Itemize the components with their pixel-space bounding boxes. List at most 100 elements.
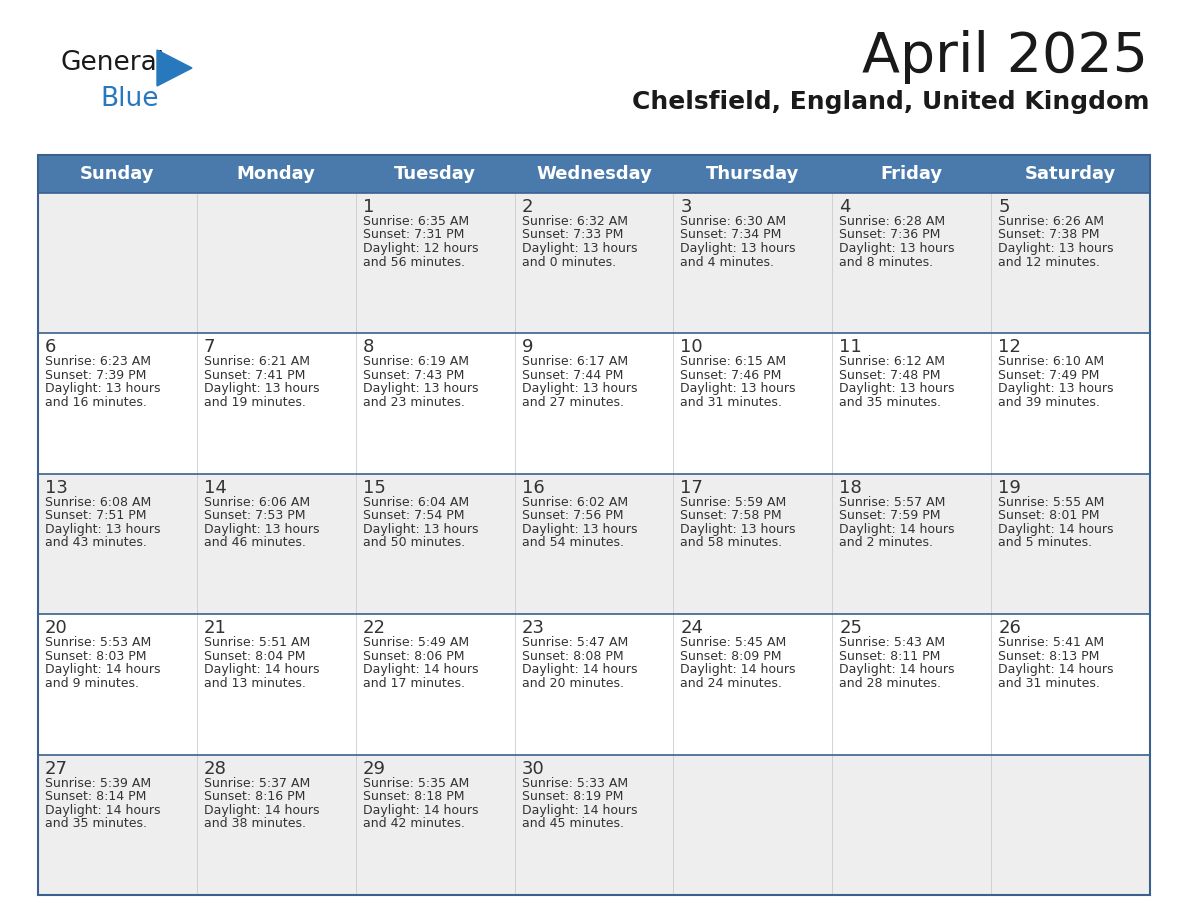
Text: Daylight: 13 hours: Daylight: 13 hours xyxy=(204,383,320,396)
Text: Daylight: 13 hours: Daylight: 13 hours xyxy=(362,522,479,536)
Text: Daylight: 14 hours: Daylight: 14 hours xyxy=(681,663,796,677)
Text: and 13 minutes.: and 13 minutes. xyxy=(204,677,305,689)
Text: 29: 29 xyxy=(362,759,386,778)
Text: 9: 9 xyxy=(522,339,533,356)
Text: Sunrise: 6:35 AM: Sunrise: 6:35 AM xyxy=(362,215,469,228)
Text: Sunset: 8:19 PM: Sunset: 8:19 PM xyxy=(522,790,623,803)
Text: Sunrise: 6:17 AM: Sunrise: 6:17 AM xyxy=(522,355,627,368)
Text: and 46 minutes.: and 46 minutes. xyxy=(204,536,305,549)
Text: 16: 16 xyxy=(522,479,544,497)
Text: Daylight: 14 hours: Daylight: 14 hours xyxy=(362,663,479,677)
Text: Daylight: 13 hours: Daylight: 13 hours xyxy=(522,522,637,536)
Text: and 17 minutes.: and 17 minutes. xyxy=(362,677,465,689)
Text: Sunrise: 6:21 AM: Sunrise: 6:21 AM xyxy=(204,355,310,368)
Text: and 20 minutes.: and 20 minutes. xyxy=(522,677,624,689)
Text: and 28 minutes.: and 28 minutes. xyxy=(839,677,941,689)
Text: Sunset: 8:16 PM: Sunset: 8:16 PM xyxy=(204,790,305,803)
Text: and 4 minutes.: and 4 minutes. xyxy=(681,255,775,268)
Text: Sunrise: 6:12 AM: Sunrise: 6:12 AM xyxy=(839,355,946,368)
Text: Sunrise: 6:32 AM: Sunrise: 6:32 AM xyxy=(522,215,627,228)
Text: Sunset: 7:33 PM: Sunset: 7:33 PM xyxy=(522,229,623,241)
Text: and 23 minutes.: and 23 minutes. xyxy=(362,396,465,409)
Text: 19: 19 xyxy=(998,479,1020,497)
Text: 17: 17 xyxy=(681,479,703,497)
Text: Sunset: 8:18 PM: Sunset: 8:18 PM xyxy=(362,790,465,803)
Text: and 43 minutes.: and 43 minutes. xyxy=(45,536,147,549)
Text: and 45 minutes.: and 45 minutes. xyxy=(522,817,624,830)
Text: Saturday: Saturday xyxy=(1025,165,1117,183)
Text: Sunrise: 5:45 AM: Sunrise: 5:45 AM xyxy=(681,636,786,649)
Text: Sunrise: 6:23 AM: Sunrise: 6:23 AM xyxy=(45,355,151,368)
Bar xyxy=(38,193,1150,333)
Text: Daylight: 14 hours: Daylight: 14 hours xyxy=(839,663,955,677)
Bar xyxy=(38,755,1150,895)
Text: and 16 minutes.: and 16 minutes. xyxy=(45,396,147,409)
Text: Daylight: 14 hours: Daylight: 14 hours xyxy=(45,803,160,817)
Text: Sunset: 7:34 PM: Sunset: 7:34 PM xyxy=(681,229,782,241)
Text: Sunset: 8:04 PM: Sunset: 8:04 PM xyxy=(204,650,305,663)
Text: 8: 8 xyxy=(362,339,374,356)
Text: and 50 minutes.: and 50 minutes. xyxy=(362,536,465,549)
Text: Sunrise: 5:51 AM: Sunrise: 5:51 AM xyxy=(204,636,310,649)
Text: 30: 30 xyxy=(522,759,544,778)
Text: Sunrise: 6:26 AM: Sunrise: 6:26 AM xyxy=(998,215,1104,228)
Text: Sunset: 7:54 PM: Sunset: 7:54 PM xyxy=(362,509,465,522)
Text: Sunset: 7:58 PM: Sunset: 7:58 PM xyxy=(681,509,782,522)
Text: Daylight: 14 hours: Daylight: 14 hours xyxy=(45,663,160,677)
Polygon shape xyxy=(157,50,192,86)
Text: Sunset: 8:11 PM: Sunset: 8:11 PM xyxy=(839,650,941,663)
Text: Sunrise: 5:39 AM: Sunrise: 5:39 AM xyxy=(45,777,151,789)
Text: Sunset: 8:09 PM: Sunset: 8:09 PM xyxy=(681,650,782,663)
Text: Daylight: 13 hours: Daylight: 13 hours xyxy=(839,242,955,255)
Text: Sunset: 8:14 PM: Sunset: 8:14 PM xyxy=(45,790,146,803)
Text: 18: 18 xyxy=(839,479,862,497)
Text: 1: 1 xyxy=(362,198,374,216)
Text: Sunset: 8:03 PM: Sunset: 8:03 PM xyxy=(45,650,146,663)
Text: and 8 minutes.: and 8 minutes. xyxy=(839,255,934,268)
Text: Sunset: 8:08 PM: Sunset: 8:08 PM xyxy=(522,650,624,663)
Text: 24: 24 xyxy=(681,620,703,637)
Text: Sunrise: 5:43 AM: Sunrise: 5:43 AM xyxy=(839,636,946,649)
Text: and 27 minutes.: and 27 minutes. xyxy=(522,396,624,409)
Text: Daylight: 12 hours: Daylight: 12 hours xyxy=(362,242,479,255)
Text: Sunset: 8:01 PM: Sunset: 8:01 PM xyxy=(998,509,1100,522)
Text: Sunset: 7:48 PM: Sunset: 7:48 PM xyxy=(839,369,941,382)
Text: and 24 minutes.: and 24 minutes. xyxy=(681,677,783,689)
Text: Sunrise: 6:19 AM: Sunrise: 6:19 AM xyxy=(362,355,469,368)
Text: Daylight: 14 hours: Daylight: 14 hours xyxy=(204,663,320,677)
Bar xyxy=(38,155,1150,895)
Text: Sunrise: 5:33 AM: Sunrise: 5:33 AM xyxy=(522,777,627,789)
Text: Daylight: 14 hours: Daylight: 14 hours xyxy=(204,803,320,817)
Text: Daylight: 14 hours: Daylight: 14 hours xyxy=(522,663,637,677)
Text: Daylight: 14 hours: Daylight: 14 hours xyxy=(522,803,637,817)
Text: 27: 27 xyxy=(45,759,68,778)
Text: and 56 minutes.: and 56 minutes. xyxy=(362,255,465,268)
Text: 14: 14 xyxy=(204,479,227,497)
Text: Sunrise: 5:47 AM: Sunrise: 5:47 AM xyxy=(522,636,627,649)
Bar xyxy=(38,333,1150,474)
Text: Sunset: 7:53 PM: Sunset: 7:53 PM xyxy=(204,509,305,522)
Text: Daylight: 14 hours: Daylight: 14 hours xyxy=(362,803,479,817)
Text: Sunset: 7:41 PM: Sunset: 7:41 PM xyxy=(204,369,305,382)
Text: and 39 minutes.: and 39 minutes. xyxy=(998,396,1100,409)
Text: and 2 minutes.: and 2 minutes. xyxy=(839,536,934,549)
Text: 12: 12 xyxy=(998,339,1020,356)
Text: Sunset: 7:38 PM: Sunset: 7:38 PM xyxy=(998,229,1100,241)
Text: 3: 3 xyxy=(681,198,691,216)
Text: General: General xyxy=(61,50,164,76)
Text: Sunset: 7:39 PM: Sunset: 7:39 PM xyxy=(45,369,146,382)
Text: 10: 10 xyxy=(681,339,703,356)
Text: 11: 11 xyxy=(839,339,862,356)
Text: Sunrise: 5:55 AM: Sunrise: 5:55 AM xyxy=(998,496,1105,509)
Text: 22: 22 xyxy=(362,620,386,637)
Text: 26: 26 xyxy=(998,620,1020,637)
Text: Sunset: 7:31 PM: Sunset: 7:31 PM xyxy=(362,229,465,241)
Text: 21: 21 xyxy=(204,620,227,637)
Text: Sunrise: 6:08 AM: Sunrise: 6:08 AM xyxy=(45,496,151,509)
Text: Daylight: 13 hours: Daylight: 13 hours xyxy=(681,383,796,396)
Text: and 12 minutes.: and 12 minutes. xyxy=(998,255,1100,268)
Text: Sunrise: 5:53 AM: Sunrise: 5:53 AM xyxy=(45,636,151,649)
Text: Sunset: 7:49 PM: Sunset: 7:49 PM xyxy=(998,369,1100,382)
Text: Sunrise: 5:41 AM: Sunrise: 5:41 AM xyxy=(998,636,1105,649)
Text: Monday: Monday xyxy=(236,165,316,183)
